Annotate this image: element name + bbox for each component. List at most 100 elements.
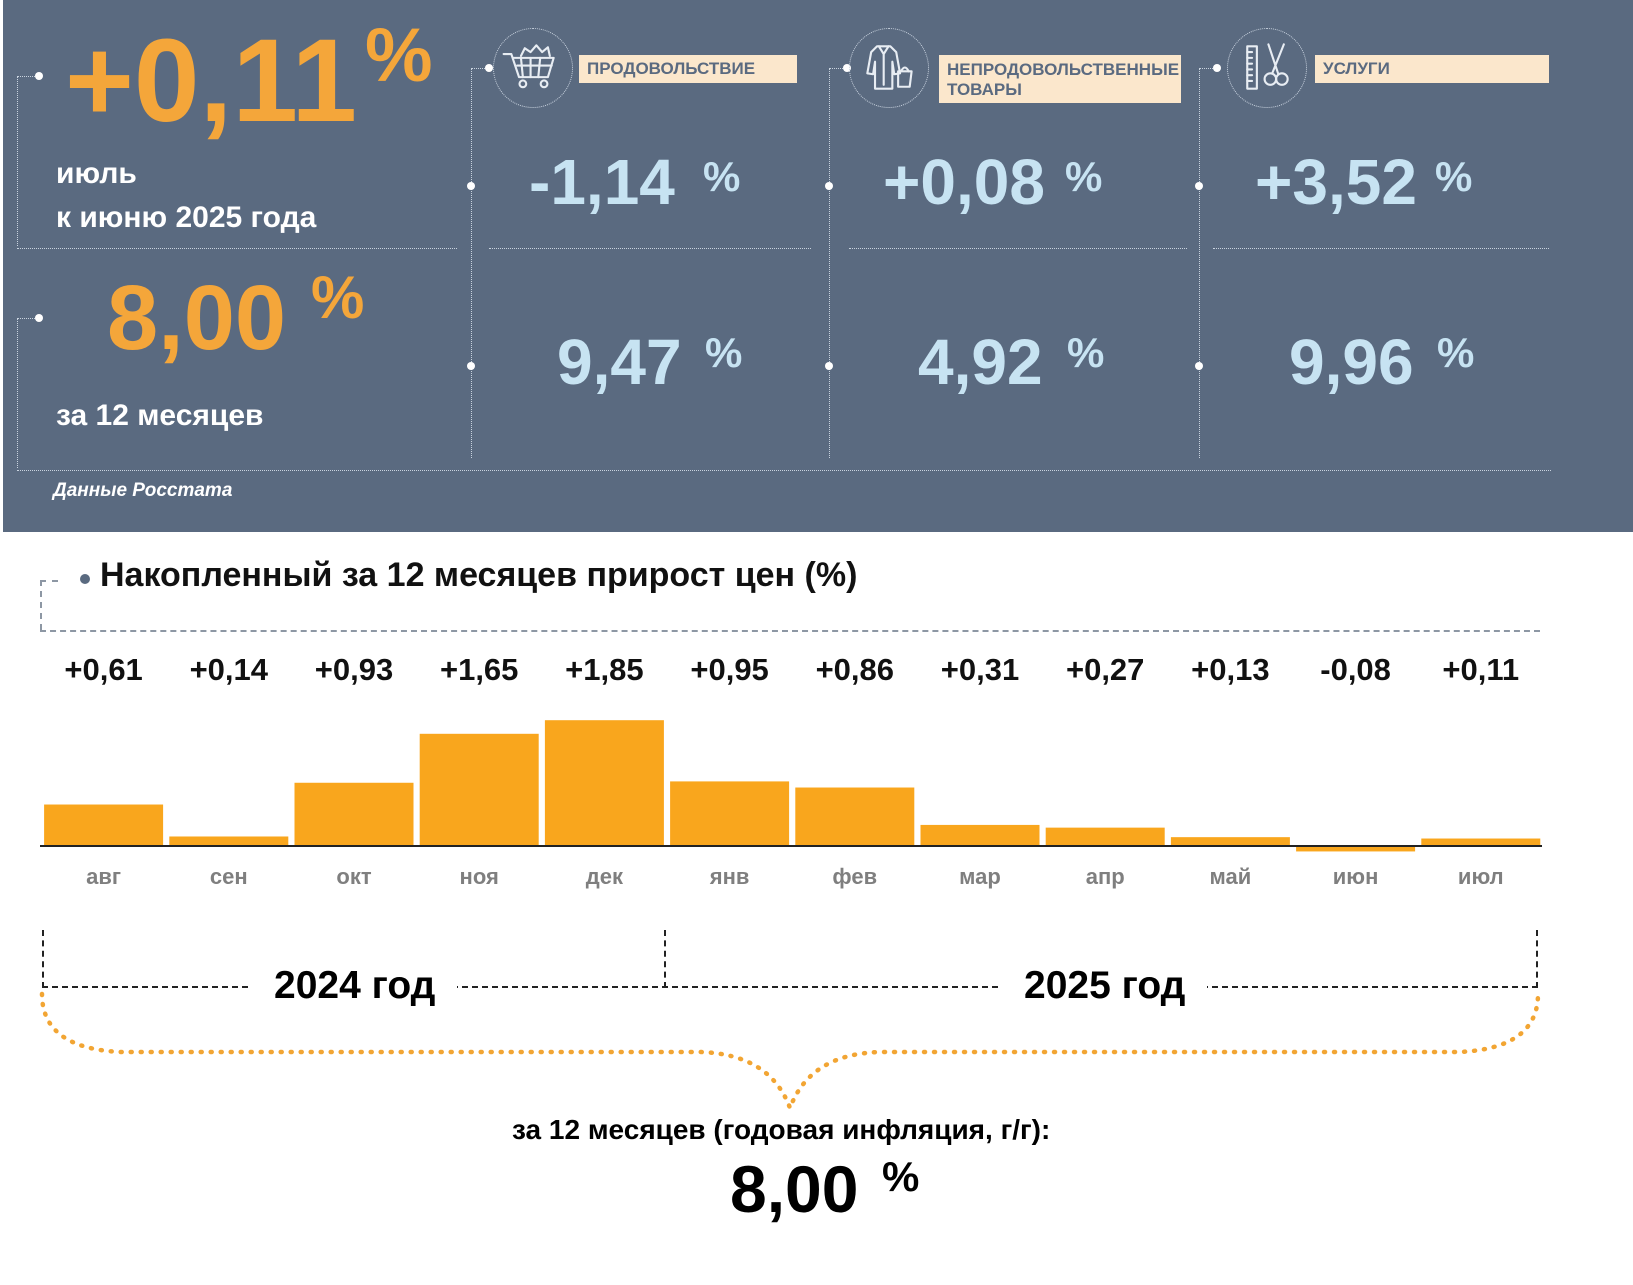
frame-line [17,318,39,319]
services-icon-circle [1227,28,1307,108]
category-label: ноя [460,864,499,889]
category-label: сен [210,864,248,889]
category-label: июн [1333,864,1379,889]
total-value: 8,00 [730,1152,859,1226]
frame-line [17,76,39,77]
divider-line [1213,248,1549,249]
annual-caption: за 12 месяцев [56,399,264,432]
food-month-value: -1,14 [529,146,675,218]
monthly-bar-chart: +0,61 авг +0,14 сен +0,93 окт +1,65 ноя +1,85 дек… [40,652,1542,889]
monthly-change-value: +0,11 [65,15,358,147]
category-label: янв [709,864,750,889]
frame-line [1199,68,1217,69]
category-label: мар [959,864,1001,889]
bar-мар [920,824,1040,846]
divider-line [489,248,811,249]
nonfood-month-unit: % [1065,153,1103,200]
category-label-food: ПРОДОВОЛЬСТВИЕ [579,55,797,83]
bracket-tick [42,930,44,988]
divider-line [849,248,1187,249]
caption-line-2: к июню 2025 года [56,200,317,234]
value-label: +0,93 [315,652,393,687]
value-label: +0,11 [1442,652,1519,687]
bar-фев [795,787,915,846]
monthly-change: +0,11 [65,22,357,140]
connector-dot [485,64,493,72]
frame-line [471,68,472,458]
services-month-value: +3,52 [1255,146,1417,218]
category-label: авг [86,864,121,889]
value-label: +0,95 [690,652,768,687]
scissors-comb-icon [1246,43,1289,90]
connector-dot [1213,64,1221,72]
value-label: +0,61 [64,652,142,687]
category-label: май [1210,864,1252,889]
title-connector [40,580,42,630]
services-year-value: 9,96 [1289,326,1414,398]
caption-line-1: июль [56,157,137,190]
bar-ноя [419,733,539,846]
value-label: +0,86 [816,652,894,687]
category-label-nonfood: НЕПРОДОВОЛЬСТВЕННЫЕ ТОВАРЫ [939,55,1181,103]
summary-panel: +0,11 % июль к июню 2025 года 8,00 % за … [3,0,1633,532]
category-label: фев [832,864,877,889]
connector-dot [35,314,43,322]
value-label: +1,65 [440,652,518,687]
year-label-2025: 2025 год [1002,964,1208,1008]
value-label: +0,27 [1066,652,1144,687]
bar-авг [44,804,164,846]
services-month-unit: % [1435,153,1473,200]
title-underline [40,630,1540,632]
clothing-icon [866,45,913,90]
frame-line [829,68,847,69]
connector-dot [825,362,833,370]
value-label: +0,31 [941,652,1019,687]
category-label: окт [336,864,371,889]
monthly-change-caption: июль к июню 2025 года [56,152,316,239]
total-unit: % [882,1153,920,1200]
bar-июн [1296,846,1416,852]
bracket-line [42,986,1538,988]
connector-dot [467,182,475,190]
bracket-tick [1536,930,1538,988]
connector-dot [1195,182,1203,190]
connector-dot [35,72,43,80]
divider-line [17,248,457,249]
title-dot [80,574,90,584]
connector-dot [843,64,851,72]
frame-line [471,68,489,69]
bracket-tick [664,930,666,988]
bar-дек [544,720,664,846]
title-connector [40,580,58,582]
total-caption: за 12 месяцев (годовая инфляция, г/г): [512,1114,1051,1145]
bar-май [1170,837,1290,846]
connector-dot [825,182,833,190]
annual-unit: % [311,264,365,331]
connector-dot [1195,362,1203,370]
annual-brace [39,991,1541,1115]
bar-янв [670,781,790,846]
bar-сен [169,836,289,846]
year-label-2024: 2024 год [252,964,458,1008]
value-label: +0,13 [1191,652,1269,687]
category-label: апр [1086,864,1125,889]
food-month-unit: % [703,153,741,200]
category-label: дек [586,864,624,889]
nonfood-year-value: 4,92 [918,326,1043,398]
frame-line [17,76,18,246]
value-label: -0,08 [1320,652,1391,687]
shopping-cart-icon [502,44,555,89]
nonfood-year-unit: % [1067,329,1105,376]
bar-июл [1421,838,1541,846]
category-label: июл [1458,864,1504,889]
monthly-change-unit: % [365,13,433,98]
connector-dot [467,362,475,370]
food-icon-circle [493,28,573,108]
value-label: +1,85 [565,652,643,687]
frame-line [17,318,18,468]
divider-line [17,470,1551,471]
chart-title: Накопленный за 12 месяцев прирост цен (%… [100,556,858,594]
nonfood-month-value: +0,08 [883,146,1045,218]
label-line-1: НЕПРОДОВОЛЬСТВЕННЫЕ [947,60,1180,79]
frame-line [829,68,830,458]
